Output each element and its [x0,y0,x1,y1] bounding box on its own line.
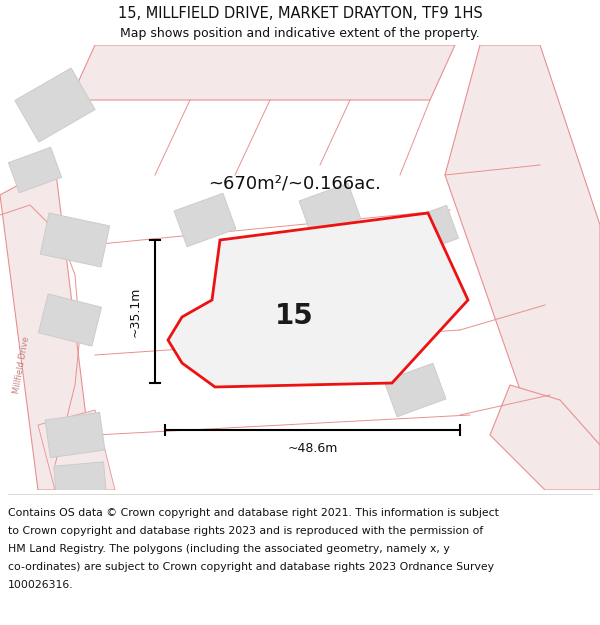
Text: Contains OS data © Crown copyright and database right 2021. This information is : Contains OS data © Crown copyright and d… [8,508,499,518]
Polygon shape [0,165,95,490]
Polygon shape [168,213,468,387]
Text: HM Land Registry. The polygons (including the associated geometry, namely x, y: HM Land Registry. The polygons (includin… [8,544,450,554]
Polygon shape [490,385,600,490]
Text: 15, MILLFIELD DRIVE, MARKET DRAYTON, TF9 1HS: 15, MILLFIELD DRIVE, MARKET DRAYTON, TF9… [118,6,482,21]
Polygon shape [15,68,95,142]
Polygon shape [384,363,446,417]
Polygon shape [40,213,110,267]
Polygon shape [299,183,361,237]
Polygon shape [445,45,600,490]
Polygon shape [264,283,326,337]
Text: ~35.1m: ~35.1m [128,286,142,337]
Polygon shape [8,148,62,192]
Polygon shape [70,45,455,100]
Polygon shape [401,206,458,254]
Polygon shape [38,294,101,346]
Text: ~48.6m: ~48.6m [287,441,338,454]
Polygon shape [45,412,105,458]
Polygon shape [174,193,236,247]
Polygon shape [54,462,106,498]
Text: ~670m²/~0.166ac.: ~670m²/~0.166ac. [209,174,382,192]
Text: co-ordinates) are subject to Crown copyright and database rights 2023 Ordnance S: co-ordinates) are subject to Crown copyr… [8,562,494,572]
Text: 15: 15 [275,302,313,330]
Polygon shape [334,303,396,357]
Text: 100026316.: 100026316. [8,580,74,590]
Text: to Crown copyright and database rights 2023 and is reproduced with the permissio: to Crown copyright and database rights 2… [8,526,483,536]
Text: Millfield Drive: Millfield Drive [13,336,31,394]
Text: Map shows position and indicative extent of the property.: Map shows position and indicative extent… [120,28,480,41]
Polygon shape [38,410,115,490]
